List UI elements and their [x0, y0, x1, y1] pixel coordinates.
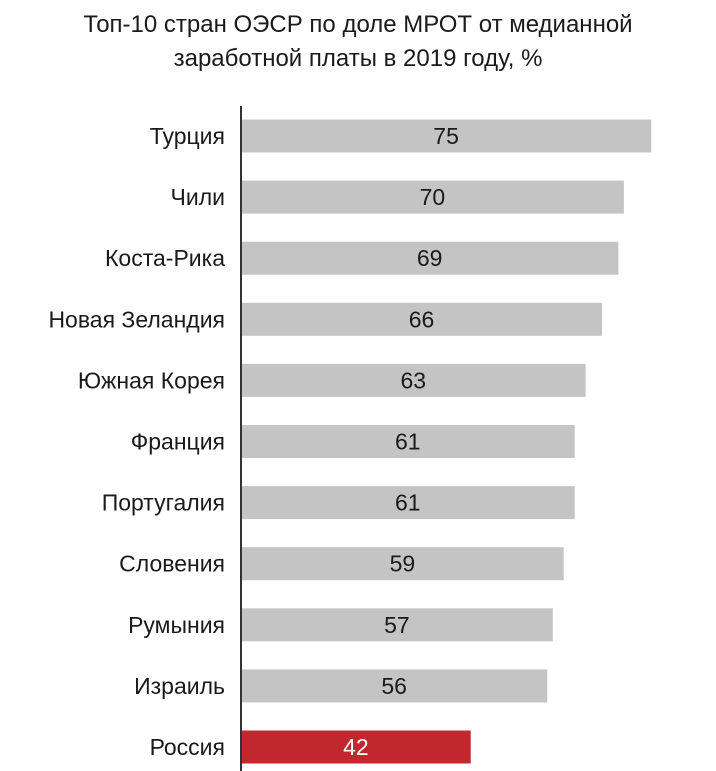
value-label-8: 57: [384, 612, 410, 638]
bar-0: [241, 119, 652, 153]
category-label-3: Новая Зеландия: [48, 306, 225, 332]
bar-7: [241, 547, 564, 581]
chart-title-line-2: заработной платы в 2019 году, %: [173, 45, 543, 72]
value-label-10: 42: [343, 734, 369, 760]
bar-5: [241, 425, 575, 458]
bars-group: 75 70 69 66 63 61 61 59 57 56 42: [241, 119, 652, 764]
category-label-10: Россия: [150, 734, 225, 760]
category-label-5: Франция: [131, 429, 225, 455]
category-label-8: Румыния: [128, 612, 225, 638]
category-label-0: Турция: [150, 123, 225, 149]
chart-title-line-1: Топ-10 стран ОЭСР по доле МРОТ от медиан…: [83, 11, 633, 38]
value-label-3: 66: [409, 306, 435, 332]
bar-8: [241, 608, 553, 642]
value-label-5: 61: [395, 429, 421, 455]
category-label-2: Коста-Рика: [105, 245, 225, 271]
value-label-6: 61: [395, 490, 421, 516]
bar-9: [241, 669, 548, 703]
value-label-2: 69: [417, 245, 443, 271]
category-label-6: Португалия: [102, 490, 225, 516]
bar-1: [241, 180, 624, 214]
category-label-4: Южная Корея: [78, 367, 225, 393]
bar-4: [241, 363, 586, 397]
chart-title: Топ-10 стран ОЭСР по доле МРОТ от медиан…: [0, 8, 716, 76]
value-label-1: 70: [420, 184, 446, 210]
bar-3: [241, 302, 602, 336]
value-label-0: 75: [433, 123, 459, 149]
category-label-9: Израиль: [134, 673, 225, 699]
value-label-7: 59: [390, 551, 416, 577]
bar-10: [241, 730, 471, 764]
value-label-9: 56: [381, 673, 407, 699]
category-label-7: Словения: [119, 551, 225, 577]
value-label-4: 63: [401, 367, 427, 393]
axis-group: Турция Чили Коста-Рика Новая Зеландия Южная …: [48, 106, 242, 771]
bar-6: [241, 486, 575, 520]
category-label-1: Чили: [171, 184, 225, 210]
bar-2: [241, 241, 619, 275]
